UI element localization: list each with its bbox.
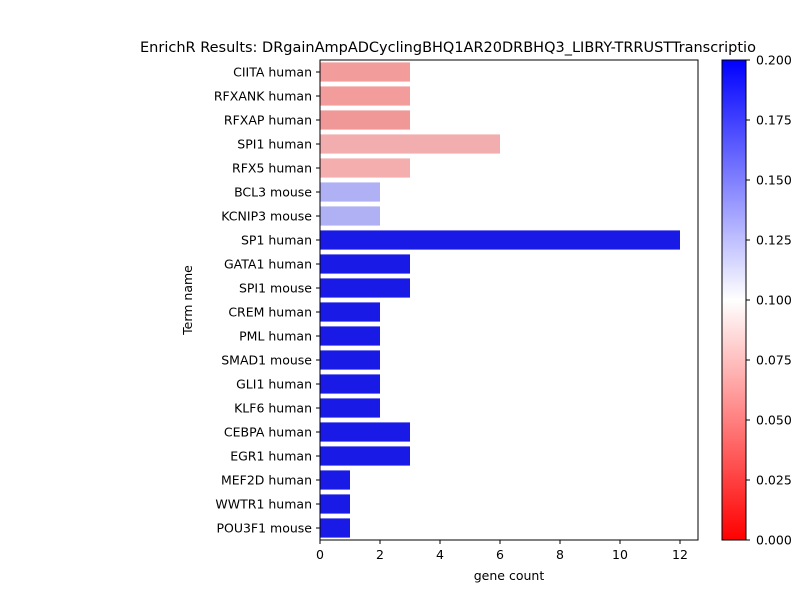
y-tick-label: RFX5 human	[232, 161, 312, 176]
y-tick-label: POU3F1 mouse	[216, 521, 312, 536]
colorbar-tick-label: 0.150	[756, 173, 792, 188]
x-axis-label: gene count	[474, 568, 545, 583]
y-tick-label: SPI1 human	[237, 137, 312, 152]
bar	[320, 182, 380, 202]
x-tick-label: 0	[316, 547, 324, 562]
y-tick-label: KCNIP3 mouse	[221, 209, 312, 224]
bar	[320, 62, 410, 82]
bar	[320, 230, 680, 250]
y-tick-label: MEF2D human	[221, 473, 312, 488]
y-tick-label: SPI1 mouse	[239, 281, 312, 296]
bar	[320, 326, 380, 346]
bar	[320, 422, 410, 442]
colorbar-tick-label: 0.175	[756, 113, 792, 128]
y-tick-label: GATA1 human	[224, 257, 312, 272]
chart-title: EnrichR Results: DRgainAmpADCyclingBHQ1A…	[140, 40, 756, 56]
y-tick-label: RFXAP human	[224, 113, 312, 128]
bar	[320, 206, 380, 226]
bar	[320, 302, 380, 322]
y-tick-label: BCL3 mouse	[234, 185, 312, 200]
bar	[320, 254, 410, 274]
bars-layer	[320, 62, 680, 538]
y-tick-label: SP1 human	[241, 233, 312, 248]
y-tick-label: WWTR1 human	[215, 497, 312, 512]
y-tick-label: GLI1 human	[236, 377, 312, 392]
bar	[320, 494, 350, 514]
colorbar-ticks: 0.000 0.025 0.050 0.075 0.100 0.125 0.150 0.175…	[746, 53, 792, 548]
plot-frame	[319, 59, 699, 541]
x-tick-label: 6	[496, 547, 504, 562]
bar	[320, 470, 350, 490]
bar	[320, 110, 410, 130]
bar	[320, 398, 380, 418]
colorbar-tick-label: 0.000	[756, 533, 792, 548]
y-tick-label: SMAD1 mouse	[221, 353, 312, 368]
bar	[320, 134, 500, 154]
bar	[320, 86, 410, 106]
bar	[320, 518, 350, 538]
y-tick-label: CIITA human	[233, 65, 312, 80]
x-tick-label: 10	[612, 547, 628, 562]
bar	[320, 278, 410, 298]
colorbar-tick-label: 0.025	[756, 473, 792, 488]
colorbar-tick-label: 0.100	[756, 293, 792, 308]
colorbar-tick-label: 0.075	[756, 353, 792, 368]
bar	[320, 374, 380, 394]
y-tick-labels: CIITA human RFXANK human RFXAP human SPI1 h…	[214, 65, 320, 536]
y-tick-label: CEBPA human	[224, 425, 312, 440]
colorbar-tick-label: 0.125	[756, 233, 792, 248]
x-tick-label: 8	[556, 547, 564, 562]
x-tick-label: 4	[436, 547, 444, 562]
colorbar-tick-label: 0.200	[756, 53, 792, 68]
bar	[320, 446, 410, 466]
x-tick-label: 2	[376, 547, 384, 562]
bar	[320, 350, 380, 370]
colorbar	[721, 59, 747, 541]
y-tick-label: PML human	[239, 329, 312, 344]
y-tick-label: RFXANK human	[214, 89, 312, 104]
y-axis-label: Term name	[180, 265, 195, 336]
x-tick-label: 12	[672, 547, 688, 562]
x-ticks: 0 2 4 6 8 10 12	[316, 540, 688, 562]
bar	[320, 158, 410, 178]
colorbar-tick-label: 0.050	[756, 413, 792, 428]
y-tick-label: KLF6 human	[234, 401, 312, 416]
y-tick-label: CREM human	[228, 305, 312, 320]
y-tick-label: EGR1 human	[230, 449, 312, 464]
